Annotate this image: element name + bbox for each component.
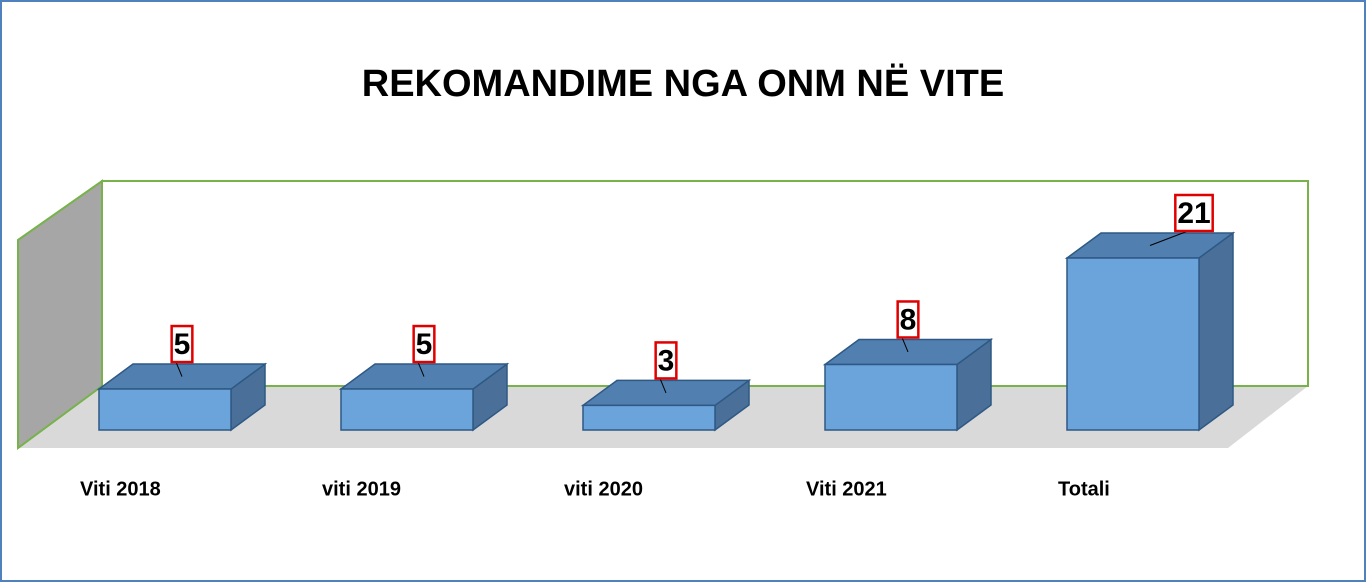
bar	[96, 362, 268, 432]
bar	[822, 337, 994, 432]
data-label: 21	[1177, 197, 1210, 230]
data-label-box	[654, 341, 678, 380]
data-label-box	[170, 324, 194, 364]
data-label: 8	[900, 303, 917, 336]
data-label: 5	[174, 328, 191, 361]
bar-face	[582, 404, 716, 431]
data-label-box	[1174, 193, 1214, 233]
x-tick-label: Viti 2018	[80, 478, 161, 500]
chart-title: REKOMANDIME NGA ONM NË VITE	[362, 62, 1005, 105]
bar-face	[98, 388, 232, 431]
bar-face	[340, 388, 474, 431]
leader-line	[417, 361, 425, 377]
leader-line	[1149, 230, 1189, 246]
bar	[1064, 231, 1236, 432]
x-tick-label: Totali	[1058, 478, 1110, 500]
bar-face	[1198, 231, 1234, 432]
bar	[338, 362, 510, 432]
bar	[580, 378, 752, 432]
leader-line	[901, 337, 909, 353]
leader-line	[659, 378, 667, 394]
x-tick-label: Viti 2021	[806, 478, 887, 500]
x-tick-label: viti 2019	[322, 478, 401, 500]
data-label-box	[412, 324, 436, 364]
bar-face	[824, 363, 958, 431]
data-label: 3	[658, 344, 675, 377]
data-label-box	[896, 300, 920, 339]
bar-face	[1066, 257, 1200, 431]
x-tick-label: viti 2020	[564, 478, 643, 500]
data-label: 5	[416, 328, 433, 361]
leader-line	[175, 361, 183, 377]
